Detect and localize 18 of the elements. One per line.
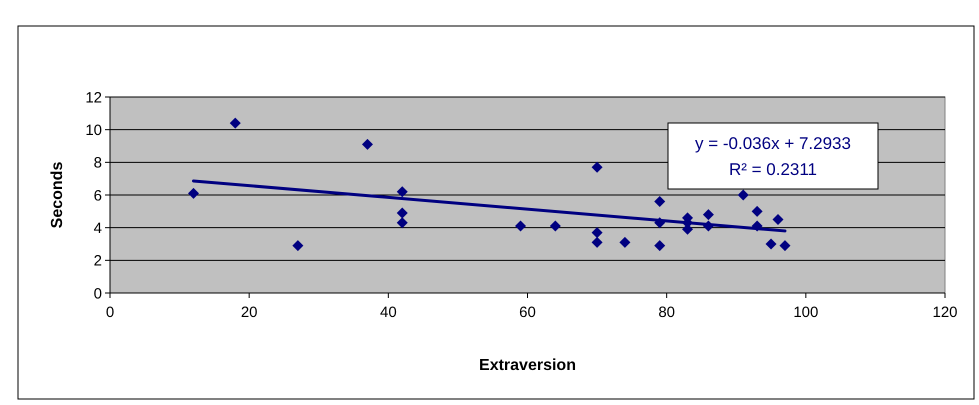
y-tick-label: 0 xyxy=(94,285,102,302)
y-tick-label: 2 xyxy=(94,252,102,270)
y-tick-label: 10 xyxy=(85,122,102,139)
x-tick-label: 60 xyxy=(519,304,536,321)
x-tick-label: 0 xyxy=(106,304,114,321)
y-tick-label: 6 xyxy=(94,187,102,204)
x-tick-label: 120 xyxy=(932,304,958,321)
y-tick-label: 4 xyxy=(94,220,102,237)
y-axis-title: Seconds xyxy=(49,162,66,228)
x-tick-label: 20 xyxy=(240,304,258,321)
y-tick-label: 12 xyxy=(85,89,102,106)
y-tick-label: 8 xyxy=(94,154,102,172)
annotation: R² = 0.2311 xyxy=(728,160,818,179)
x-tick-label: 80 xyxy=(658,304,676,321)
x-tick-label: 40 xyxy=(380,304,397,321)
annotation: y = -0.036x + 7.2933 xyxy=(695,134,851,153)
x-tick-label: 100 xyxy=(793,304,818,321)
x-axis-title: Extraversion xyxy=(479,357,576,374)
